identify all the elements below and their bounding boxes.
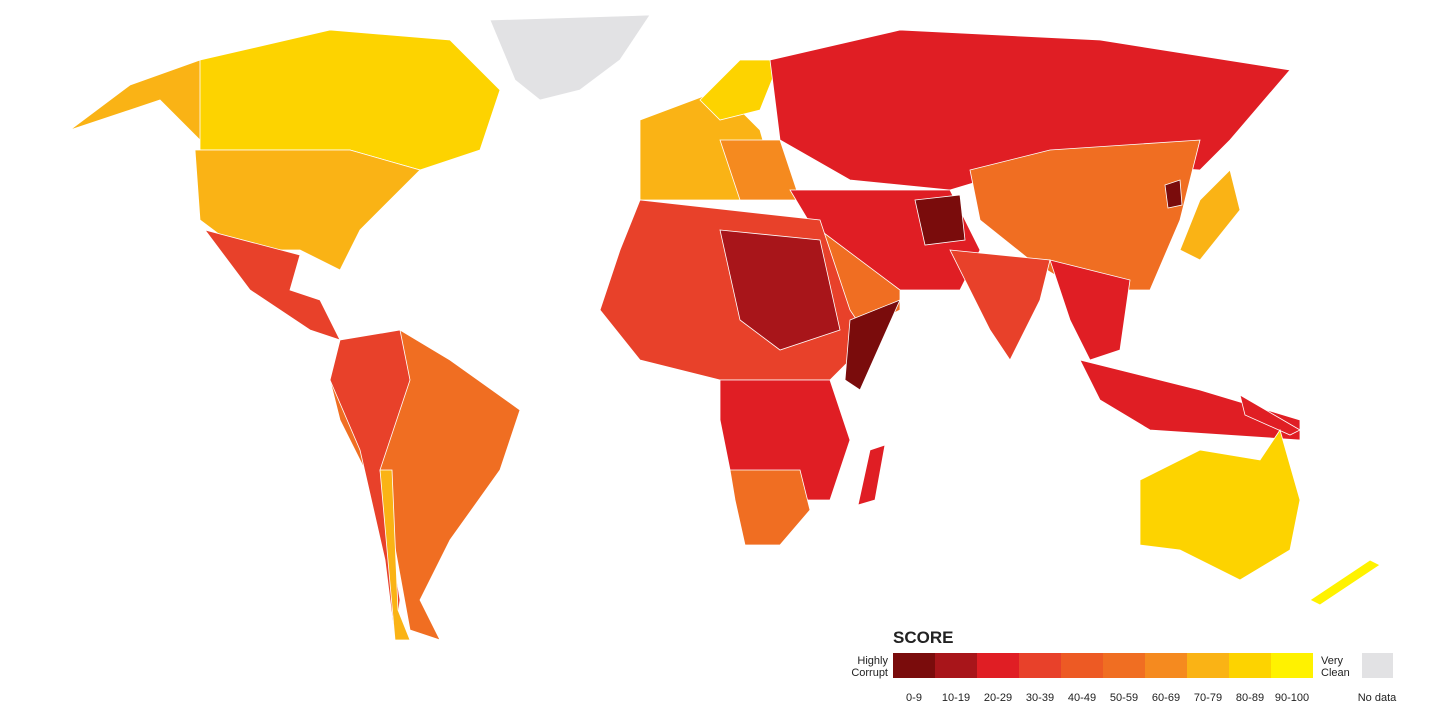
india: [949, 249, 1051, 361]
legend-swatch: [1187, 653, 1229, 678]
scandinavia: [699, 59, 781, 121]
usa: [194, 149, 421, 271]
north-korea: [1164, 179, 1183, 209]
legend-low-label: Highly Corrupt: [851, 655, 888, 679]
legend-swatch: [1271, 653, 1313, 678]
japan: [1179, 169, 1241, 261]
legend-title: SCORE: [893, 628, 954, 647]
legend-swatch: [1145, 653, 1187, 678]
new-zealand: [1309, 559, 1381, 606]
legend-bin-label: 10-19: [941, 692, 971, 704]
afghanistan: [914, 194, 966, 246]
indonesia: [1079, 359, 1301, 441]
legend-bin-label: 50-59: [1109, 692, 1139, 704]
legend-bin-label: 20-29: [983, 692, 1013, 704]
alaska: [69, 59, 211, 152]
southeast-asia: [1049, 259, 1131, 361]
legend-swatch: [977, 653, 1019, 678]
legend-bin-label: 40-49: [1067, 692, 1097, 704]
china: [969, 139, 1201, 291]
greenland: [489, 14, 651, 101]
legend-bin-label: 70-79: [1193, 692, 1223, 704]
legend-swatch: [1229, 653, 1271, 678]
legend-swatch: [1019, 653, 1061, 678]
legend-swatch: [935, 653, 977, 678]
legend-high-label: Very Clean: [1321, 655, 1350, 679]
legend-bin-label: 0-9: [906, 692, 922, 704]
legend-swatch: [1103, 653, 1145, 678]
sahel: [719, 229, 841, 351]
legend-swatch: [893, 653, 935, 678]
southern-africa: [729, 469, 811, 546]
no-data-label: No data: [1357, 692, 1397, 704]
legend-bin-label: 60-69: [1151, 692, 1181, 704]
legend-swatch: [1061, 653, 1103, 678]
papua: [1239, 394, 1301, 436]
somalia: [844, 299, 901, 391]
legend-bin-label: 90-100: [1274, 692, 1310, 704]
legend-bin-label: 80-89: [1235, 692, 1265, 704]
no-data-swatch: [1362, 653, 1393, 678]
central-america: [203, 229, 341, 341]
madagascar: [857, 444, 886, 506]
legend-bin-label: 30-39: [1025, 692, 1055, 704]
australia: [1139, 429, 1301, 581]
chile: [379, 469, 411, 641]
canada: [199, 29, 501, 171]
